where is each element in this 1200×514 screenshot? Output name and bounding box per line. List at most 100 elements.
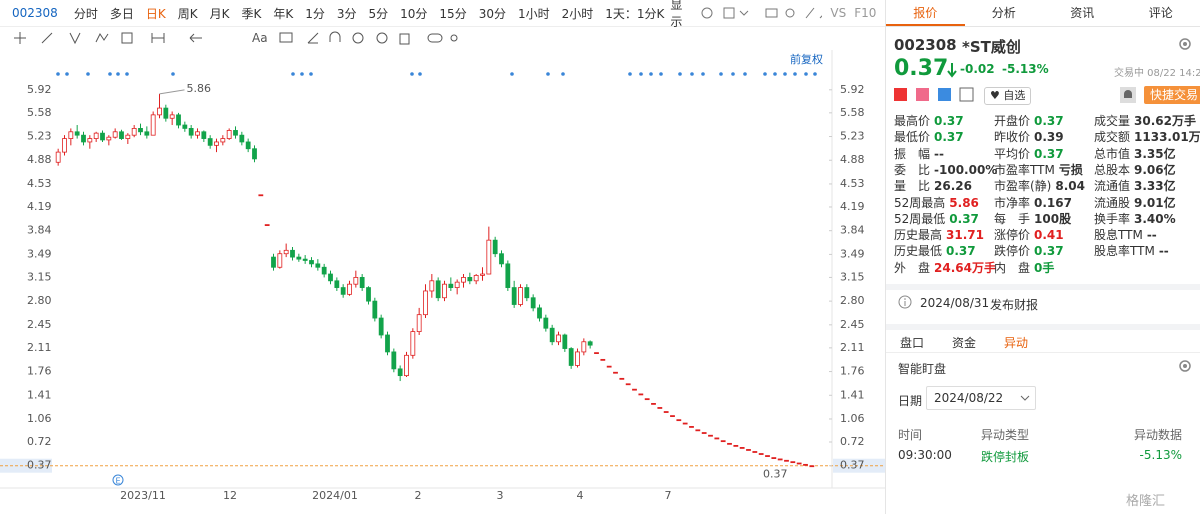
quote-tab[interactable]: 资讯 bbox=[1070, 6, 1095, 20]
period-button[interactable]: 多日 bbox=[109, 6, 134, 21]
quote-tab[interactable]: 分析 bbox=[991, 6, 1016, 20]
period-button[interactable]: 1天：1分K bbox=[605, 6, 665, 21]
candle-body bbox=[328, 273, 333, 282]
f10-button[interactable]: F10 bbox=[854, 6, 877, 20]
quote-row: 历史最高 31.71 涨停价 0.41 股息TTM -- bbox=[894, 227, 1194, 243]
trade-button[interactable]: 快捷交易 bbox=[1144, 86, 1200, 104]
candle-body bbox=[670, 415, 675, 417]
text-tool[interactable]: Aa bbox=[252, 31, 268, 45]
field-value: 0.37 bbox=[1034, 244, 1064, 259]
field-label: 换手率 bbox=[1094, 211, 1131, 226]
y-tick-label-right: 5.92 bbox=[840, 83, 865, 96]
period-button[interactable]: 周K bbox=[177, 6, 198, 21]
candle-body bbox=[214, 141, 219, 146]
period-button[interactable]: 15分 bbox=[439, 6, 467, 21]
candle-body bbox=[613, 371, 618, 374]
candle-body bbox=[568, 348, 574, 366]
monitor-tab[interactable]: 资金 bbox=[951, 336, 976, 350]
notice-date[interactable]: 2024/08/31 bbox=[920, 296, 990, 310]
event-dot bbox=[628, 72, 632, 76]
candle-body bbox=[581, 341, 587, 353]
field-value: 100股 bbox=[1034, 211, 1072, 226]
x-tick-label: 7 bbox=[665, 489, 672, 502]
monitor-settings[interactable] bbox=[1178, 359, 1192, 373]
period-button[interactable]: 年K bbox=[273, 6, 294, 21]
watchlist-button[interactable]: ♥ 自选 bbox=[984, 87, 1032, 105]
monitor-tab[interactable]: 异动 bbox=[1003, 336, 1028, 350]
candle-body bbox=[119, 131, 124, 139]
drawing-tools-2[interactable] bbox=[278, 30, 458, 46]
toolbar-icons[interactable] bbox=[700, 6, 755, 20]
quote-cell: 市净率 0.167 bbox=[994, 195, 1072, 211]
date-select[interactable]: 2024/08/22 bbox=[926, 386, 1036, 410]
y-tick-label: 4.88 bbox=[27, 153, 52, 166]
period-button[interactable]: 5分 bbox=[368, 6, 389, 21]
event-dot bbox=[300, 72, 304, 76]
field-value: 3.33亿 bbox=[1134, 179, 1176, 194]
period-button[interactable]: 10分 bbox=[400, 6, 428, 21]
settings-icon[interactable] bbox=[1178, 37, 1192, 51]
candle-body bbox=[271, 256, 276, 268]
candle-body bbox=[334, 280, 340, 288]
period-button[interactable]: 月K bbox=[209, 6, 230, 21]
vs-button[interactable]: VS bbox=[830, 6, 847, 20]
quote-cell: 涨停价 0.41 bbox=[994, 227, 1064, 243]
quote-cell: 最高价 0.37 bbox=[894, 113, 964, 129]
quote-tab[interactable]: 报价 bbox=[886, 0, 965, 26]
drawing-tools[interactable] bbox=[12, 30, 242, 46]
stock-code[interactable]: 002308 bbox=[12, 6, 58, 20]
x-tick-label: 2 bbox=[415, 489, 422, 502]
candle-body bbox=[809, 465, 815, 468]
candle-body bbox=[372, 300, 378, 319]
quote-tab[interactable]: 评论 bbox=[1148, 6, 1173, 20]
column-header: 异动数据 bbox=[1133, 428, 1182, 442]
candle-body bbox=[518, 287, 523, 305]
info-icon bbox=[898, 295, 912, 309]
candle-body bbox=[125, 134, 131, 139]
display-menu[interactable]: 显示 bbox=[670, 0, 683, 29]
field-label: 52周最高 bbox=[894, 195, 946, 210]
candle-body bbox=[340, 287, 346, 295]
event-dot bbox=[659, 72, 663, 76]
period-button[interactable]: 1分 bbox=[305, 6, 325, 21]
quote-cell: 历史最低 0.37 bbox=[894, 243, 976, 259]
notice-text[interactable]: 发布财报 bbox=[990, 298, 1039, 312]
candle-body bbox=[264, 224, 270, 226]
watermark: 格隆汇 bbox=[1126, 494, 1166, 509]
candle-body bbox=[309, 260, 314, 265]
candle-body bbox=[657, 407, 663, 409]
chart: 5.92 5.92 5.58 5.58 5.23 5.23 4.88 4.88 4.53 4.53… bbox=[0, 50, 885, 502]
period-button[interactable]: 季K bbox=[241, 6, 262, 21]
field-label: 每 手 bbox=[994, 211, 1031, 226]
y-tick-label-right: 2.80 bbox=[840, 294, 865, 307]
field-value: 0.41 bbox=[1034, 228, 1064, 243]
quote-row: 历史最低 0.37 跌停价 0.37 股息率TTM -- bbox=[894, 243, 1194, 259]
candle-body bbox=[708, 434, 713, 437]
monitor-tab[interactable]: 盘口 bbox=[899, 336, 924, 350]
period-button[interactable]: 2小时 bbox=[561, 6, 594, 21]
date-label: 日期 bbox=[898, 394, 923, 408]
event-dot bbox=[763, 72, 767, 76]
period-button[interactable]: 日K bbox=[145, 6, 166, 21]
field-value: 31.71 bbox=[946, 228, 984, 243]
candle-body bbox=[644, 398, 650, 401]
period-button[interactable]: 3分 bbox=[336, 6, 357, 21]
event-dot bbox=[649, 72, 653, 76]
tag-icons[interactable] bbox=[894, 87, 984, 103]
quote-cell: 振 幅 -- bbox=[894, 146, 944, 162]
period-button[interactable]: 1小时 bbox=[517, 6, 550, 21]
candle-body bbox=[758, 453, 764, 455]
event-dot bbox=[743, 72, 747, 76]
notice-bar bbox=[886, 284, 1200, 318]
field-label: 量 比 bbox=[894, 179, 931, 194]
y-tick-label-right: 0.72 bbox=[840, 435, 865, 448]
candle-body bbox=[562, 334, 568, 349]
period-button[interactable]: 分时 bbox=[73, 6, 98, 21]
candle-body bbox=[112, 131, 118, 138]
field-label: 昨收价 bbox=[994, 130, 1031, 145]
period-button[interactable]: 30分 bbox=[478, 6, 506, 21]
candle-body bbox=[423, 290, 428, 316]
tool-icons[interactable] bbox=[764, 6, 823, 20]
bell-icon[interactable] bbox=[1120, 87, 1136, 103]
candle-body bbox=[138, 128, 143, 133]
